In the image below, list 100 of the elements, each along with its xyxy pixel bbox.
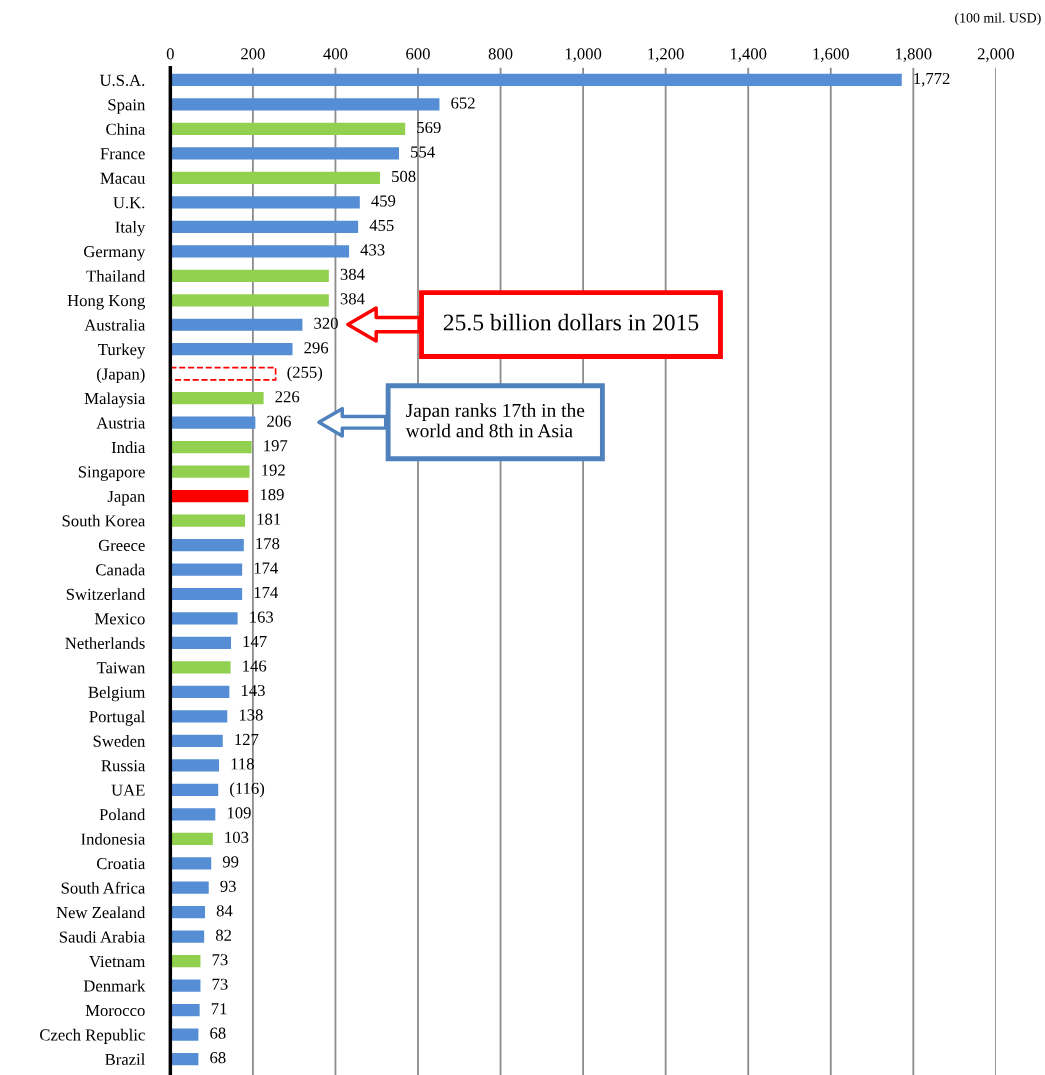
bar [170, 734, 223, 747]
bar [170, 930, 205, 943]
data-label: 569 [417, 121, 441, 134]
data-label: 1,772 [914, 72, 950, 87]
data-label: 103 [225, 831, 249, 843]
x-tick-label: 1,000 [565, 48, 602, 62]
y-tick-label: Brazil [105, 1053, 145, 1066]
y-tick-label: Sweden [93, 735, 146, 747]
bar [170, 710, 228, 723]
x-tick-label: 200 [241, 48, 265, 60]
data-label: 147 [243, 635, 267, 647]
y-tick-label: Macau [100, 172, 146, 184]
bar [170, 832, 213, 845]
bar [170, 661, 231, 674]
data-label: 508 [392, 170, 416, 183]
y-tick-label: France [100, 148, 145, 160]
y-tick-label: Germany [84, 246, 146, 261]
bar [170, 220, 359, 233]
bar [170, 392, 264, 405]
data-label: 226 [275, 391, 300, 403]
annotation: Japan ranks 17th in the world and 8th in Asia [405, 403, 585, 438]
y-tick-label: South Korea [62, 514, 146, 527]
data-label: 197 [264, 440, 288, 452]
y-tick-label: Indonesia [81, 833, 146, 845]
data-label: 320 [314, 317, 338, 329]
bar [170, 171, 381, 184]
y-tick-label: Switzerland [66, 588, 146, 600]
data-label: 192 [262, 464, 285, 476]
bar [170, 98, 440, 111]
bar [170, 318, 303, 331]
bar [170, 979, 201, 992]
bar [170, 1028, 199, 1041]
data-label: 84 [216, 905, 233, 917]
y-tick-label: U.K. [113, 197, 145, 209]
data-label: 93 [220, 880, 236, 892]
data-label: 163 [250, 611, 274, 623]
x-tick-label: 1,800 [896, 48, 932, 62]
y-tick-label: UAE [111, 784, 145, 796]
data-label: 127 [235, 733, 259, 745]
data-label: 82 [215, 929, 232, 941]
y-tick-label: Canada [96, 563, 146, 576]
bar [170, 783, 219, 796]
annotation: 25.5 billion dollars in 2015 [443, 313, 699, 331]
data-label: 73 [212, 978, 228, 990]
bar [170, 196, 360, 209]
y-tick-label: Australia [84, 318, 146, 331]
x-tick-label: 400 [323, 48, 348, 60]
y-tick-label: New Zealand [56, 906, 146, 919]
y-tick-label: Spain [108, 99, 146, 114]
x-tick-label: 1,400 [730, 48, 767, 62]
data-label: 181 [257, 513, 281, 525]
bar [170, 514, 246, 527]
y-tick-label: Saudi Arabia [59, 930, 146, 943]
y-tick-label: Italy [115, 221, 146, 237]
data-label: 99 [222, 856, 239, 868]
bar [170, 685, 230, 699]
bar [170, 1004, 200, 1017]
bar [170, 122, 406, 136]
y-tick-label: Netherlands [65, 637, 145, 649]
data-label: 455 [369, 219, 394, 231]
data-label: 554 [411, 146, 435, 158]
bar [170, 955, 201, 968]
y-tick-label: Denmark [83, 979, 146, 992]
bar [170, 294, 329, 307]
x-tick-label: 1,200 [648, 48, 684, 62]
data-label: 459 [371, 195, 396, 207]
bar [170, 857, 212, 870]
data-label: (255) [287, 366, 323, 382]
data-label: 384 [340, 293, 365, 305]
data-label: 138 [239, 709, 263, 721]
data-label: 178 [256, 537, 280, 550]
data-label: 296 [304, 342, 329, 354]
bar [170, 881, 209, 894]
data-label: 652 [451, 97, 475, 109]
x-axis-title: (100 mil. USD) [955, 12, 1041, 26]
bar [170, 269, 329, 282]
data-label: 384 [340, 268, 365, 280]
y-tick-label: Mexico [94, 613, 145, 625]
y-tick-label: Japan [107, 490, 146, 506]
y-tick-label: Greece [98, 539, 145, 551]
data-label: 146 [243, 660, 267, 672]
y-tick-label: Croatia [96, 858, 146, 870]
data-label: 109 [227, 807, 251, 819]
y-tick-label: Turkey [98, 343, 146, 359]
y-tick-label: India [111, 441, 146, 454]
x-tick-label: 1,600 [813, 48, 849, 62]
bar [170, 147, 400, 160]
y-tick-label: China [106, 123, 146, 135]
x-tick-label: 600 [406, 48, 430, 60]
data-label: 68 [210, 1052, 226, 1064]
bar [170, 441, 252, 454]
bar [170, 587, 243, 601]
bar [170, 906, 206, 919]
y-tick-label: South Africa [61, 881, 146, 894]
data-label: 68 [210, 1027, 226, 1039]
bar [170, 73, 902, 87]
data-label: 143 [241, 684, 265, 697]
data-label: 206 [267, 415, 291, 427]
y-tick-label: Thailand [86, 270, 146, 282]
y-tick-label: U.S.A. [99, 74, 145, 86]
